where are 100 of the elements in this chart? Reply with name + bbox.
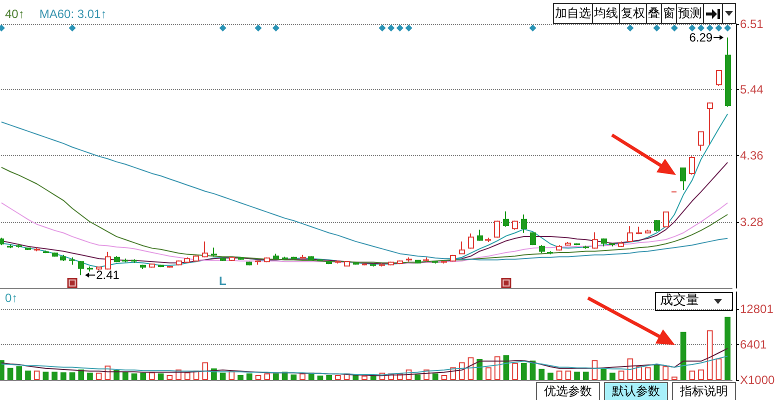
candlestick <box>459 240 465 255</box>
y-tick-label: 3.28 <box>740 214 764 229</box>
text: MA60: 3.01↑ <box>39 7 107 21</box>
bar <box>131 373 138 380</box>
bar <box>672 376 678 380</box>
bar <box>290 374 297 380</box>
bar <box>69 372 76 380</box>
bar <box>352 375 359 380</box>
candlestick <box>96 266 102 271</box>
bar <box>158 373 164 380</box>
bar <box>166 375 173 380</box>
candlestick <box>663 212 669 228</box>
candlestick <box>273 253 279 260</box>
candlestick <box>574 242 580 246</box>
bar <box>716 358 722 380</box>
text: 默认参数 <box>604 382 668 400</box>
bar <box>592 360 598 380</box>
text: 叠 <box>647 4 662 23</box>
bar <box>140 372 146 380</box>
candlestick <box>592 232 598 250</box>
bar <box>300 373 306 380</box>
candlestick <box>680 167 686 190</box>
line-series <box>0 356 728 376</box>
bar <box>96 372 102 380</box>
candlestick <box>539 244 545 254</box>
bar <box>317 376 324 380</box>
annotation: 6.29 <box>689 30 713 44</box>
candlestick <box>264 256 270 263</box>
text: 均线 <box>593 4 620 23</box>
candlestick <box>450 254 456 262</box>
text: 指标说明 <box>672 382 736 400</box>
candlestick <box>167 265 173 268</box>
candlestick <box>725 36 731 108</box>
candlestick <box>211 247 217 258</box>
bar <box>414 374 421 380</box>
bar <box>627 358 634 380</box>
bar <box>538 368 545 380</box>
bar <box>7 368 14 380</box>
bar <box>520 362 527 380</box>
candlestick <box>69 256 75 266</box>
bar <box>52 372 58 380</box>
bar <box>362 376 368 380</box>
bar <box>122 372 128 380</box>
bar <box>610 372 616 380</box>
candlestick <box>583 245 589 250</box>
candlestick <box>238 256 244 260</box>
candlestick <box>485 237 491 243</box>
bar <box>724 316 730 380</box>
bar <box>512 362 518 380</box>
bar <box>698 369 704 380</box>
candlestick <box>16 243 22 248</box>
candlestick <box>220 256 226 262</box>
bar <box>432 373 438 380</box>
bar <box>25 370 31 380</box>
bar <box>255 375 262 380</box>
text: 窗 <box>662 4 677 23</box>
candlestick <box>229 256 235 262</box>
bar <box>246 373 252 380</box>
bar <box>548 372 554 380</box>
chart-title: 成交量 <box>660 292 699 308</box>
bar <box>441 375 448 380</box>
bar <box>87 372 93 380</box>
bar <box>149 372 155 380</box>
candlestick <box>556 244 562 252</box>
candlestick <box>654 220 660 232</box>
candlestick <box>547 250 553 255</box>
bar <box>16 366 22 380</box>
bar <box>78 369 84 380</box>
y-tick-label: 6.51 <box>740 17 764 31</box>
candlestick <box>246 261 252 266</box>
bar <box>494 356 500 380</box>
text: 加自选 <box>554 4 593 23</box>
candlestick <box>184 256 190 264</box>
candlestick <box>158 264 164 268</box>
candlestick <box>468 232 474 250</box>
bar <box>34 370 40 380</box>
bar <box>60 372 66 380</box>
candlestick <box>34 247 40 252</box>
line-series <box>0 348 728 376</box>
candlestick <box>78 260 84 276</box>
bar <box>184 372 190 380</box>
annotation: L <box>219 274 226 288</box>
candlestick <box>406 256 412 262</box>
bar <box>202 362 208 380</box>
candlestick <box>397 260 403 265</box>
bar <box>600 368 607 380</box>
text: 优选参数 <box>536 382 600 400</box>
candlestick <box>122 258 128 263</box>
candlestick <box>503 210 509 228</box>
bar <box>618 370 624 380</box>
text: 复权 <box>620 4 647 23</box>
bar <box>42 372 49 380</box>
bar <box>565 370 572 380</box>
candlestick <box>432 260 438 264</box>
bar <box>238 375 244 380</box>
candlestick <box>698 130 704 152</box>
bar <box>556 370 562 380</box>
bar <box>574 372 580 380</box>
candlestick <box>193 255 199 262</box>
candlestick <box>645 229 651 234</box>
